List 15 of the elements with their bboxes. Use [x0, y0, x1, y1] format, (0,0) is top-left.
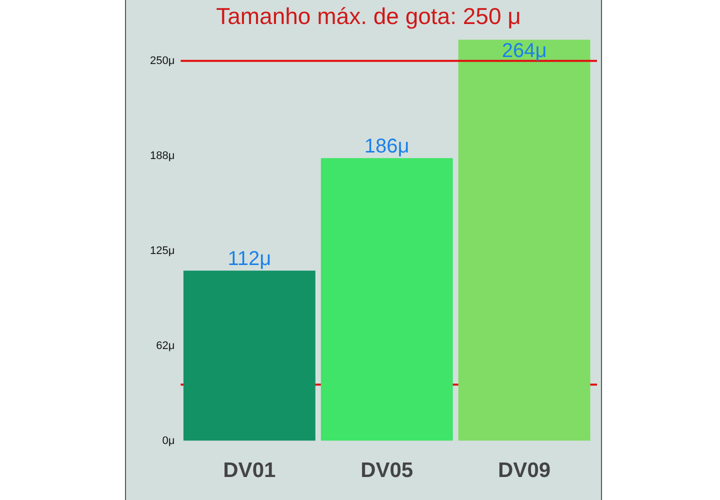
data-label: 112μ [228, 248, 272, 270]
bar [320, 158, 453, 441]
x-tick-label: DV05 [360, 459, 414, 482]
y-tick-label: 250μ [150, 54, 175, 67]
data-label: 264μ [502, 40, 547, 62]
bar [458, 40, 590, 441]
x-tick-label: DV09 [498, 459, 551, 482]
y-tick-label: 0μ [162, 434, 175, 447]
y-tick-label: 125μ [150, 244, 175, 257]
y-tick-label: 188μ [150, 150, 175, 162]
x-tick-label: DV01 [223, 459, 276, 482]
chart-title: Tamanho máx. de gota: 250 μ [216, 3, 521, 30]
data-label: 186μ [364, 136, 410, 158]
bar [183, 270, 316, 441]
y-tick-label: 62μ [156, 340, 175, 352]
